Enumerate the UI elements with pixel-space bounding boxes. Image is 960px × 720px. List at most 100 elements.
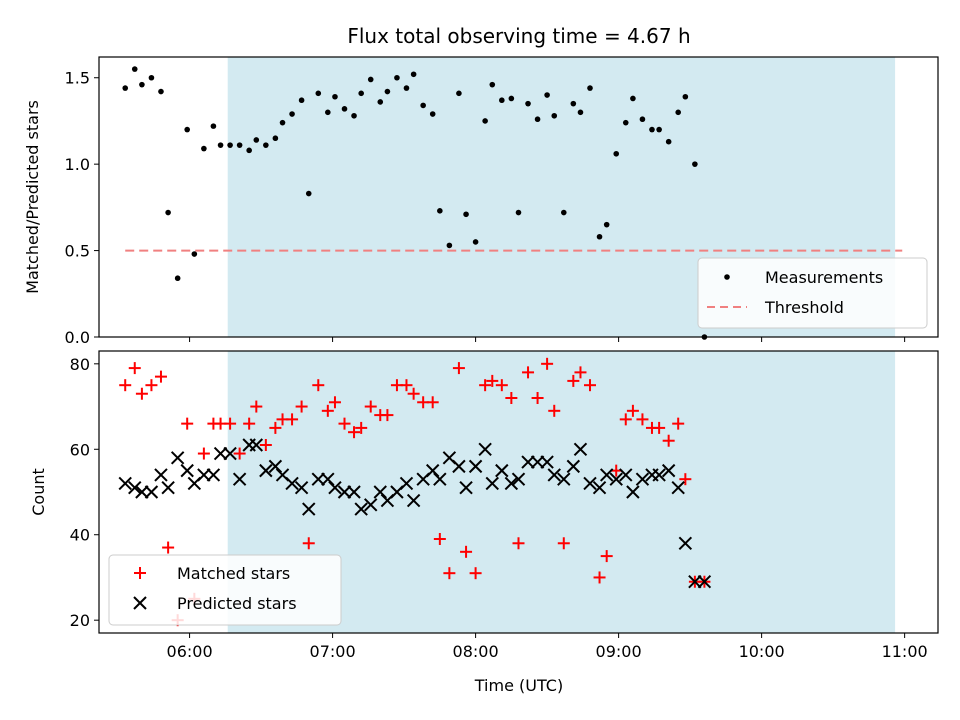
measurement-point bbox=[377, 99, 384, 105]
matched-star-point bbox=[479, 379, 492, 392]
measurement-point bbox=[622, 119, 629, 126]
matched-star-point bbox=[302, 537, 315, 550]
predicted-star-point bbox=[459, 481, 473, 495]
legend-measurements-marker bbox=[724, 274, 730, 280]
matched-star-point bbox=[522, 366, 535, 379]
predicted-star-point bbox=[468, 459, 483, 474]
predicted-star-point bbox=[540, 455, 554, 469]
measurement-point bbox=[148, 74, 155, 81]
predicted-star-point bbox=[223, 446, 237, 461]
ratio-y-axis-label: Matched/Predicted stars bbox=[23, 100, 42, 294]
matched-star-point bbox=[433, 533, 446, 545]
measurement-point bbox=[384, 88, 391, 95]
measurement-point bbox=[227, 142, 233, 148]
y-tick-label: 60 bbox=[70, 440, 90, 459]
predicted-star-point bbox=[619, 468, 633, 482]
measurement-point bbox=[420, 102, 426, 109]
predicted-star-point bbox=[609, 472, 623, 486]
matched-star-point bbox=[531, 392, 544, 404]
matched-star-point bbox=[250, 400, 263, 413]
predicted-star-point bbox=[495, 463, 509, 478]
predicted-star-point bbox=[485, 476, 499, 491]
measurement-point bbox=[210, 123, 217, 129]
matched-star-point bbox=[662, 434, 675, 447]
measurement-point bbox=[534, 116, 541, 123]
matched-star-point bbox=[197, 447, 210, 460]
predicted-star-point bbox=[635, 472, 650, 486]
matched-star-point bbox=[619, 413, 632, 426]
measurement-point bbox=[184, 126, 190, 133]
matched-star-point bbox=[653, 421, 666, 434]
legend-predicted-marker bbox=[133, 596, 147, 610]
matched-star-point bbox=[269, 421, 282, 434]
count-y-axis-label: Count bbox=[29, 468, 48, 516]
matched-star-point bbox=[512, 537, 525, 550]
predicted-star-point bbox=[406, 493, 421, 508]
measurement-point bbox=[437, 208, 443, 214]
predicted-star-point bbox=[249, 438, 264, 452]
measurement-point bbox=[315, 90, 322, 97]
predicted-star-point bbox=[557, 472, 571, 486]
predicted-star-point bbox=[433, 472, 447, 486]
measurement-point bbox=[489, 81, 496, 88]
predicted-star-point bbox=[521, 455, 535, 469]
measurement-point bbox=[279, 119, 286, 126]
predicted-star-point bbox=[161, 481, 175, 495]
measurement-point bbox=[325, 109, 331, 116]
measurement-point bbox=[332, 93, 338, 100]
predicted-star-point bbox=[511, 472, 526, 486]
y-tick-label: 20 bbox=[70, 611, 90, 630]
measurement-point bbox=[596, 233, 603, 240]
matched-star-point bbox=[119, 379, 132, 392]
measurement-point bbox=[122, 85, 129, 91]
measurement-point bbox=[525, 100, 531, 107]
predicted-star-point bbox=[294, 481, 309, 495]
matched-star-point bbox=[469, 567, 482, 580]
measurement-point bbox=[577, 109, 584, 116]
x-tick-label: 09:00 bbox=[596, 642, 642, 661]
predicted-star-point bbox=[154, 468, 168, 482]
matched-star-point bbox=[505, 392, 518, 404]
predicted-star-point bbox=[170, 451, 185, 465]
predicted-star-point bbox=[504, 476, 519, 491]
measurement-point bbox=[613, 150, 620, 157]
measurement-point bbox=[649, 126, 655, 133]
predicted-star-point bbox=[652, 468, 666, 482]
predicted-star-point bbox=[364, 498, 378, 512]
matched-star-point bbox=[355, 421, 368, 434]
predicted-star-point bbox=[452, 459, 466, 474]
predicted-star-point bbox=[573, 442, 588, 456]
matched-star-point bbox=[321, 404, 334, 417]
ratio-panel: 0.0 0.5 1.0 1.5 Matched/Predicted stars Mea… bbox=[23, 56, 939, 347]
matched-star-point bbox=[233, 447, 246, 460]
predicted-star-point bbox=[311, 472, 325, 486]
measurement-point bbox=[253, 137, 260, 143]
y-tick-label: 40 bbox=[70, 526, 90, 545]
measurement-point bbox=[191, 251, 198, 257]
measurement-point bbox=[508, 95, 515, 102]
predicted-star-point bbox=[128, 481, 142, 495]
predicted-star-point bbox=[347, 485, 361, 499]
predicted-star-point bbox=[135, 485, 149, 499]
measurement-point bbox=[587, 85, 593, 91]
predicted-star-point bbox=[180, 463, 194, 478]
measurement-point bbox=[201, 145, 207, 152]
measurement-point bbox=[131, 66, 138, 72]
measurement-point bbox=[603, 221, 610, 228]
measurement-point bbox=[272, 135, 279, 142]
x-tick-label: 08:00 bbox=[453, 642, 499, 661]
measurement-point bbox=[158, 88, 164, 95]
ratio-legend: Measurements Threshold bbox=[697, 257, 928, 329]
measurement-point bbox=[289, 111, 295, 117]
matched-star-point bbox=[181, 417, 194, 430]
measurement-point bbox=[165, 209, 171, 216]
predicted-star-point bbox=[671, 481, 685, 495]
matched-star-point bbox=[259, 439, 272, 451]
predicted-star-point bbox=[337, 485, 352, 499]
matched-star-point bbox=[400, 379, 413, 392]
x-tick-label: 11:00 bbox=[882, 642, 928, 661]
predicted-star-point bbox=[285, 476, 299, 491]
x-tick-label: 10:00 bbox=[739, 642, 785, 661]
measurement-point bbox=[174, 275, 181, 282]
